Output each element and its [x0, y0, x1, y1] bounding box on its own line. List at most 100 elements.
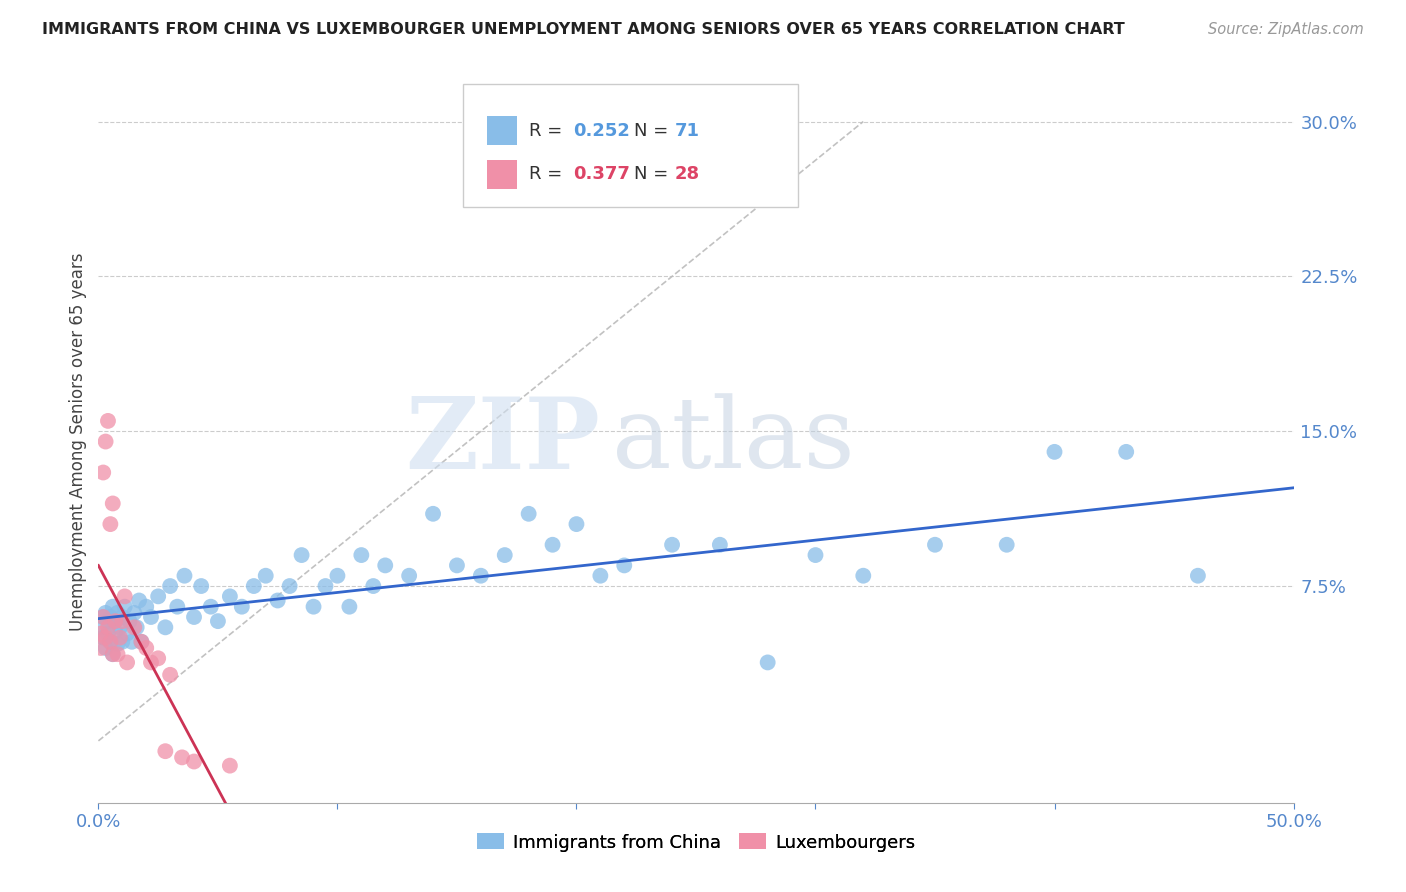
Text: IMMIGRANTS FROM CHINA VS LUXEMBOURGER UNEMPLOYMENT AMONG SENIORS OVER 65 YEARS C: IMMIGRANTS FROM CHINA VS LUXEMBOURGER UN… [42, 22, 1125, 37]
Point [108, 620, 131, 634]
FancyBboxPatch shape [486, 160, 517, 189]
Point [183, 755, 205, 769]
Point [101, 647, 124, 661]
Point [97, 620, 120, 634]
Point [183, 610, 205, 624]
Point [107, 606, 129, 620]
Point [422, 507, 444, 521]
Point [97, 414, 120, 428]
Point [1043, 445, 1066, 459]
Point [135, 640, 157, 655]
Point [924, 538, 946, 552]
Text: 28: 28 [675, 165, 700, 183]
Point [541, 538, 564, 552]
Point [219, 758, 242, 772]
Point [139, 656, 162, 670]
Point [661, 538, 683, 552]
Text: N =: N = [634, 122, 673, 140]
Point [124, 620, 146, 634]
Point [267, 593, 290, 607]
Point [97, 614, 120, 628]
Point [111, 610, 134, 624]
Point [97, 626, 120, 640]
Point [91, 610, 114, 624]
Point [172, 750, 194, 764]
Point [589, 568, 612, 582]
Text: atlas: atlas [613, 393, 855, 490]
Point [98, 634, 122, 648]
Point [173, 568, 195, 582]
Point [114, 599, 136, 614]
Point [339, 599, 361, 614]
Point [131, 634, 153, 648]
Point [98, 517, 122, 532]
Point [517, 507, 540, 521]
Text: R =: R = [529, 122, 568, 140]
Point [302, 599, 325, 614]
Point [565, 517, 588, 532]
Point [98, 610, 122, 624]
Point [94, 631, 117, 645]
Point [159, 579, 181, 593]
FancyBboxPatch shape [463, 84, 797, 207]
Point [166, 599, 188, 614]
Point [446, 558, 468, 573]
Point [243, 579, 266, 593]
Point [350, 548, 373, 562]
Point [111, 614, 134, 628]
Point [148, 651, 170, 665]
Point [219, 590, 242, 604]
Point [852, 568, 875, 582]
Point [94, 606, 117, 620]
Point [104, 614, 127, 628]
Point [139, 610, 162, 624]
Point [111, 634, 134, 648]
Point [1187, 568, 1209, 582]
Point [115, 626, 138, 640]
Point [108, 631, 131, 645]
Text: 71: 71 [675, 122, 699, 140]
Point [90, 620, 112, 634]
Text: 0.252: 0.252 [572, 122, 630, 140]
Point [315, 579, 337, 593]
Point [374, 558, 396, 573]
Point [107, 637, 129, 651]
Point [804, 548, 827, 562]
Point [125, 620, 148, 634]
Point [101, 599, 124, 614]
Point [207, 614, 229, 628]
Point [135, 599, 157, 614]
Legend: Immigrants from China, Luxembourgers: Immigrants from China, Luxembourgers [470, 826, 922, 859]
Point [363, 579, 385, 593]
Point [159, 668, 181, 682]
Point [470, 568, 492, 582]
Point [613, 558, 636, 573]
Point [94, 434, 117, 449]
Point [148, 590, 170, 604]
Point [90, 626, 112, 640]
Point [326, 568, 349, 582]
Point [98, 634, 122, 648]
Point [101, 496, 124, 510]
Point [91, 610, 114, 624]
Point [94, 640, 117, 655]
Text: Source: ZipAtlas.com: Source: ZipAtlas.com [1208, 22, 1364, 37]
Point [995, 538, 1018, 552]
Point [101, 647, 124, 661]
Point [104, 624, 127, 639]
Point [155, 620, 177, 634]
Point [131, 634, 153, 648]
Point [398, 568, 420, 582]
Point [90, 640, 112, 655]
Text: ZIP: ZIP [405, 393, 600, 490]
Y-axis label: Unemployment Among Seniors over 65 years: Unemployment Among Seniors over 65 years [69, 252, 87, 631]
Point [107, 647, 129, 661]
Point [231, 599, 253, 614]
Point [278, 579, 301, 593]
Point [494, 548, 516, 562]
Point [291, 548, 314, 562]
Point [121, 634, 143, 648]
Point [756, 656, 779, 670]
Point [114, 590, 136, 604]
Point [709, 538, 731, 552]
